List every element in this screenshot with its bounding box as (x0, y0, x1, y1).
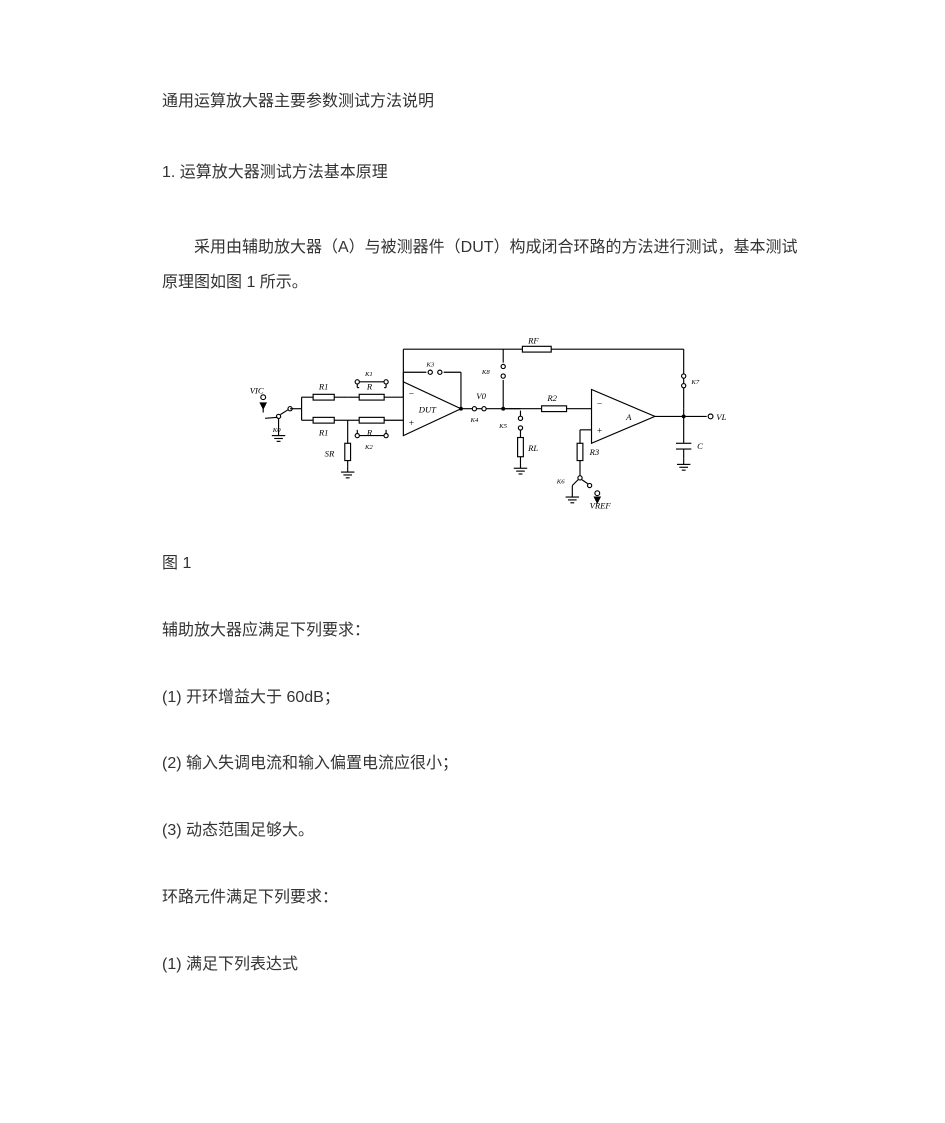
svg-text:R1: R1 (317, 381, 328, 391)
svg-text:RL: RL (527, 443, 538, 453)
svg-text:K3: K3 (425, 361, 434, 368)
svg-text:K8: K8 (480, 369, 489, 376)
aux-requirements-heading: 辅助放大器应满足下列要求： (162, 617, 805, 646)
svg-text:K4: K4 (469, 417, 478, 424)
loop-requirements-heading: 环路元件满足下列要求： (162, 884, 805, 913)
aux-req-2: (2) 输入失调电流和输入偏置电流应很小； (162, 750, 805, 779)
aux-req-3: (3) 动态范围足够大。 (162, 817, 805, 846)
svg-text:RF: RF (527, 335, 539, 345)
svg-text:R1: R1 (317, 428, 328, 438)
svg-text:K5: K5 (498, 423, 507, 430)
svg-text:VIC: VIC (249, 385, 263, 395)
svg-text:R3: R3 (588, 447, 599, 457)
svg-text:A: A (625, 412, 632, 422)
svg-text:SR: SR (324, 449, 334, 459)
svg-text:K2: K2 (363, 444, 372, 451)
svg-text:K7: K7 (690, 379, 699, 386)
svg-text:R: R (365, 381, 372, 391)
intro-paragraph: 采用由辅助放大器（A）与被测器件（DUT）构成闭合环路的方法进行测试，基本测试原… (162, 230, 805, 300)
svg-text:VREF: VREF (589, 501, 611, 511)
loop-req-1: (1) 满足下列表达式 (162, 951, 805, 980)
svg-text:DUT: DUT (417, 405, 436, 415)
svg-text:VL: VL (716, 412, 726, 422)
svg-text:K1: K1 (363, 371, 372, 378)
svg-text:−: − (596, 399, 602, 410)
svg-text:V0: V0 (476, 391, 486, 401)
doc-title: 通用运算放大器主要参数测试方法说明 (162, 88, 805, 117)
figure-1: VICK0R1R1RRK1K2SRDUT−+K3V0RFK8K4K5RLR2A−… (162, 330, 805, 522)
section-1-heading: 1. 运算放大器测试方法基本原理 (162, 159, 805, 188)
figure-caption: 图 1 (162, 550, 805, 579)
aux-req-1: (1) 开环增益大于 60dB； (162, 684, 805, 713)
svg-text:−: − (408, 389, 414, 400)
svg-text:R2: R2 (546, 393, 557, 403)
svg-text:C: C (697, 441, 703, 451)
svg-text:K6: K6 (555, 479, 564, 486)
svg-text:+: + (596, 426, 602, 437)
svg-text:K0: K0 (271, 427, 280, 434)
svg-text:+: + (408, 418, 414, 429)
